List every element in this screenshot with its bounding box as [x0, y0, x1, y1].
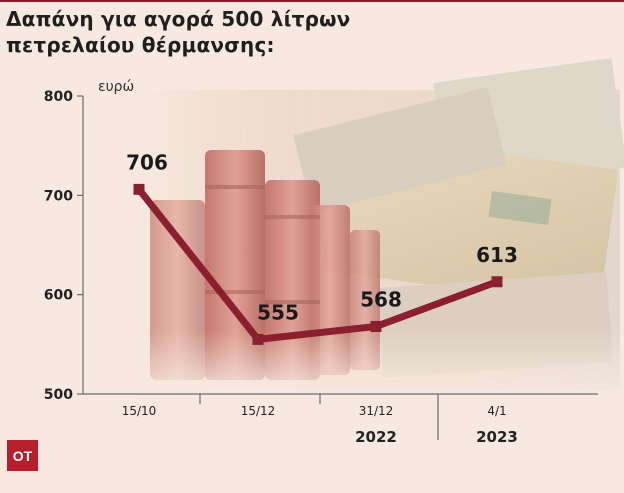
background-photo — [140, 58, 624, 400]
y-tick-label: 600 — [44, 288, 73, 304]
data-point-marker — [370, 320, 382, 332]
year-group-label: 2023 — [476, 428, 518, 446]
series — [133, 183, 503, 345]
x-tick-label: 4/1 — [487, 404, 506, 418]
x-tick-label: 15/10 — [122, 404, 157, 418]
chart-title: Δαπάνη για αγορά 500 λίτρων πετρελαίου θ… — [6, 6, 606, 58]
ot-logo: OT — [7, 440, 38, 471]
data-label: 555 — [257, 300, 299, 324]
x-tick-label: 15/12 — [241, 404, 276, 418]
top-rule — [0, 0, 624, 2]
y-tick-label: 500 — [44, 387, 73, 403]
data-point-marker — [133, 183, 145, 195]
data-label: 706 — [126, 150, 168, 174]
x-tick-label: 31/12 — [359, 404, 394, 418]
y-tick-label: 700 — [44, 188, 73, 204]
chart-title-line-2: πετρελαίου θέρμανσης: — [6, 33, 275, 57]
year-group-label: 2022 — [355, 428, 397, 446]
y-ticks: 800 700 600 500 — [44, 89, 83, 403]
y-axis-unit-label: ευρώ — [98, 79, 134, 95]
x-ticks: 15/10 15/12 31/12 4/1 — [122, 394, 507, 440]
year-groups: 2022 2023 — [355, 428, 518, 446]
data-label: 568 — [360, 287, 402, 311]
data-labels: 706 555 568 613 — [126, 150, 518, 324]
data-point-marker — [491, 276, 503, 288]
y-tick-label: 800 — [44, 89, 73, 105]
data-label: 613 — [476, 243, 518, 267]
chart-title-line-1: Δαπάνη για αγορά 500 λίτρων — [6, 7, 351, 31]
axes — [82, 96, 598, 395]
banknotes-image — [293, 58, 624, 378]
series-line — [135, 185, 501, 343]
data-point-marker — [252, 333, 264, 345]
